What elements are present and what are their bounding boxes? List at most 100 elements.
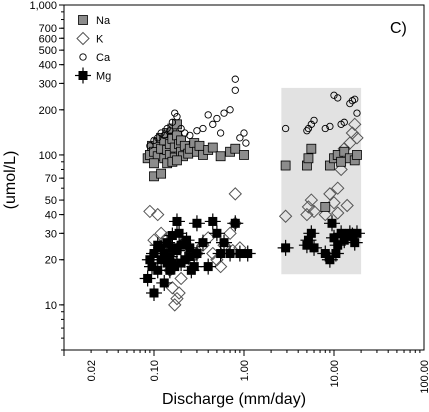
point-na — [352, 150, 362, 160]
point-k — [154, 226, 168, 241]
points-layer — [139, 75, 365, 312]
point-ca — [231, 75, 239, 83]
y-tick-label: 700 — [39, 23, 57, 35]
x-tick-label: 0.02 — [86, 360, 98, 381]
point-mg-box — [198, 238, 208, 248]
point-ca — [334, 94, 342, 102]
x-tick-label: 10.00 — [329, 360, 341, 388]
point-na — [320, 202, 331, 212]
point-k — [318, 207, 332, 222]
point-ca — [240, 129, 248, 137]
point-ca — [281, 124, 290, 133]
point-mg — [156, 274, 173, 291]
point-na — [198, 150, 208, 160]
point-ca — [171, 109, 179, 117]
point-mg — [183, 262, 200, 279]
y-tick-label: 1,000 — [29, 0, 57, 12]
point-mg-box — [153, 265, 163, 275]
point-mg — [164, 227, 181, 244]
y-tick-label: 70 — [45, 173, 57, 185]
shaded-region — [281, 87, 362, 275]
point-ca — [236, 134, 244, 142]
point-na — [303, 153, 314, 164]
point-mg-box — [350, 238, 360, 248]
point-ca — [177, 124, 185, 133]
point-ca — [330, 91, 338, 99]
legend-marker-ca — [79, 53, 87, 61]
point-mg — [204, 213, 221, 230]
point-mg-box — [352, 228, 362, 238]
point-mg — [200, 258, 217, 275]
y-tick-label: 500 — [39, 45, 57, 57]
point-mg — [188, 215, 205, 232]
point-mg-box — [230, 218, 240, 228]
point-mg — [303, 225, 320, 242]
point-mg — [178, 232, 195, 249]
point-ca — [303, 127, 311, 135]
point-mg-box — [339, 235, 349, 245]
point-k — [350, 131, 364, 145]
point-mg-box — [149, 288, 159, 298]
point-mg — [168, 213, 185, 230]
panel-label: C) — [390, 20, 407, 37]
point-k — [334, 162, 348, 177]
point-mg-box — [167, 231, 177, 241]
point-mg — [239, 245, 256, 262]
point-ca — [154, 134, 162, 142]
point-mg-box — [327, 218, 337, 228]
point-ca — [166, 127, 174, 135]
point-k — [228, 187, 242, 201]
plot-frame — [63, 4, 425, 351]
y-tick-label: 50 — [45, 195, 57, 207]
point-mg-box — [208, 216, 218, 226]
point-mg — [227, 215, 244, 232]
point-ca — [216, 129, 225, 137]
point-mg-box — [182, 235, 192, 245]
point-na — [194, 140, 205, 151]
point-mg — [327, 245, 344, 262]
point-k — [278, 209, 293, 223]
point-mg — [173, 255, 190, 272]
point-na — [306, 143, 317, 154]
x-tick-label: 100.00 — [419, 360, 429, 394]
legend-marker-mg — [75, 67, 91, 84]
point-ca — [199, 124, 207, 133]
point-ca — [168, 118, 177, 126]
point-mg-box — [176, 258, 186, 268]
point-k — [151, 207, 165, 222]
x-tick-label: 0.10 — [149, 360, 161, 381]
point-mg-box — [172, 216, 182, 226]
point-na — [172, 155, 182, 166]
point-mg-box — [212, 228, 222, 238]
point-k — [331, 206, 345, 220]
point-k — [331, 181, 345, 195]
x-axis-title: Discharge (mm/day) — [162, 391, 306, 408]
point-ca — [173, 113, 181, 121]
y-tick-label: 10 — [45, 300, 57, 312]
point-mg — [139, 270, 156, 287]
point-mg — [194, 234, 211, 251]
point-ca — [150, 136, 158, 145]
point-ca — [204, 111, 212, 119]
point-mg-box — [203, 262, 213, 272]
point-mg — [277, 239, 294, 256]
point-ca — [220, 109, 228, 117]
point-k — [174, 271, 188, 286]
point-na — [280, 160, 291, 171]
point-k — [300, 207, 314, 222]
point-mg-box — [243, 249, 253, 259]
point-ca — [321, 124, 329, 133]
legend: Na K Ca Mg — [75, 15, 111, 84]
point-mg-box — [306, 228, 316, 238]
point-mg — [181, 248, 198, 265]
point-mg-box — [172, 246, 182, 256]
point-k — [304, 193, 319, 207]
point-na — [156, 168, 167, 179]
point-na — [172, 119, 182, 130]
point-mg — [323, 215, 340, 232]
x-tick-label: 1.00 — [239, 360, 251, 381]
y-tick-label: 200 — [39, 105, 57, 117]
point-k — [223, 226, 237, 241]
point-ca — [193, 127, 201, 135]
point-mg-box — [186, 265, 196, 275]
